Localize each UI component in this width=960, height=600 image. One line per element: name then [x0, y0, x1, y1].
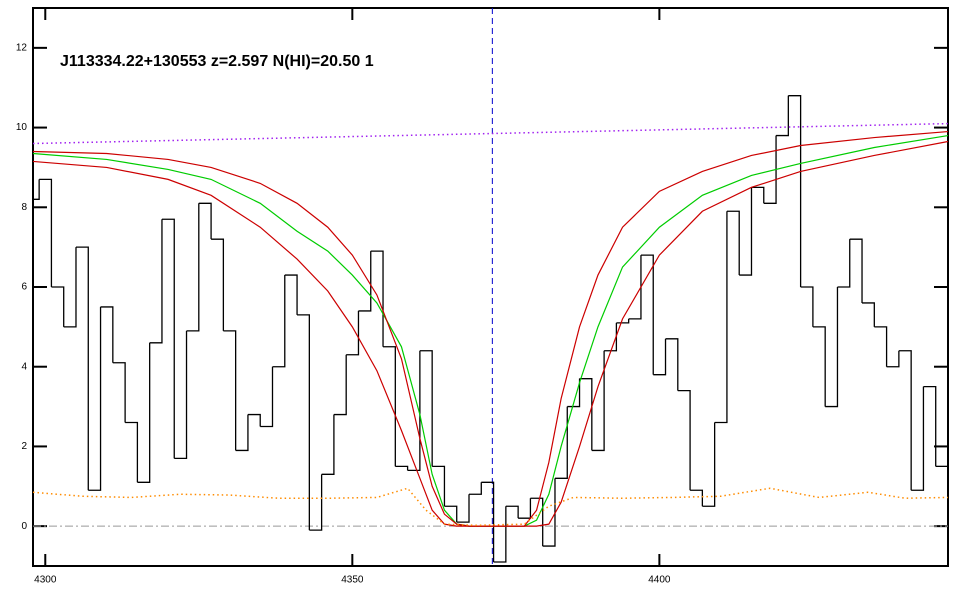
flux-step: [567, 378, 581, 408]
flux-step: [444, 505, 458, 523]
flux-step: [542, 478, 556, 547]
flux-step: [432, 465, 446, 507]
flux-step: [407, 350, 421, 471]
flux-step: [395, 465, 409, 471]
flux-step: [862, 302, 875, 327]
flux-step: [653, 338, 667, 376]
flux-step: [297, 314, 310, 531]
flux-step: [33, 179, 40, 200]
flux-step: [211, 238, 225, 331]
flux-step: [505, 505, 519, 519]
flux-step: [272, 275, 286, 368]
flux-step: [837, 239, 851, 288]
x-tick-label: 4350: [341, 575, 364, 586]
flux-step: [174, 330, 188, 460]
flux-step: [51, 286, 65, 327]
flux-step: [825, 287, 839, 408]
flux-step: [469, 482, 482, 495]
flux-step: [100, 306, 114, 363]
flux-step: [383, 346, 396, 467]
flux-step: [493, 506, 507, 563]
flux-step: [739, 187, 753, 276]
flux-step: [333, 354, 347, 416]
flux-step: [800, 286, 814, 327]
y-tick-label: 8: [21, 202, 27, 213]
flux-step: [923, 385, 937, 467]
flux-step: [788, 95, 802, 287]
flux-step: [530, 497, 544, 547]
flux-step: [63, 247, 77, 328]
flux-step: [456, 494, 470, 523]
flux-step: [260, 366, 274, 428]
flux-step: [874, 326, 888, 367]
flux-step: [419, 350, 433, 467]
flux-step: [75, 246, 89, 491]
flux-step: [714, 211, 728, 424]
flux-step: [677, 389, 691, 491]
flux-step: [591, 350, 605, 452]
flux-step: [849, 238, 863, 303]
flux-step: [886, 350, 900, 368]
y-tick-label: 12: [16, 42, 28, 53]
y-tick-label: 0: [21, 521, 27, 532]
flux-step: [812, 326, 826, 407]
flux-step: [481, 481, 495, 563]
flux-step: [284, 274, 298, 315]
flux-step: [690, 489, 704, 507]
flux-step: [579, 378, 593, 451]
flux-step: [751, 186, 765, 204]
flux-step: [640, 254, 654, 375]
x-tick-label: 4400: [648, 575, 671, 586]
y-tick-label: 6: [21, 282, 27, 293]
flux-step: [125, 421, 139, 483]
flux-step: [726, 210, 740, 276]
annotation: J113334.22+130553 z=2.597 N(HI)=20.50 1: [60, 53, 374, 70]
flux-step: [358, 251, 372, 312]
flux-step: [88, 306, 102, 491]
flux-step: [235, 414, 249, 452]
flux-step: [911, 386, 925, 491]
y-tick-label: 2: [21, 441, 27, 452]
flux-step: [628, 255, 642, 320]
model-line: [32, 487, 949, 527]
flux-step: [665, 338, 679, 391]
flux-step: [137, 342, 151, 483]
flux-step: [223, 330, 237, 451]
flux-step: [186, 203, 200, 332]
flux-step: [309, 474, 323, 531]
flux-step: [198, 202, 212, 240]
x-tick-label: 4300: [34, 575, 57, 586]
flux-step: [763, 135, 777, 204]
flux-step: [321, 414, 335, 475]
flux-step: [776, 95, 789, 137]
flux-step: [604, 322, 618, 352]
flux-step: [149, 219, 163, 344]
flux-step: [247, 413, 261, 427]
y-tick-label: 10: [16, 122, 28, 133]
flux-step: [898, 350, 912, 491]
flux-step: [702, 422, 716, 507]
flux-step: [554, 406, 568, 479]
flux-step: [112, 362, 126, 423]
y-tick-label: 4: [21, 361, 27, 372]
flux-step: [346, 310, 360, 356]
flux-step: [161, 218, 175, 459]
model-line: [32, 140, 949, 527]
flux-step: [39, 178, 53, 287]
